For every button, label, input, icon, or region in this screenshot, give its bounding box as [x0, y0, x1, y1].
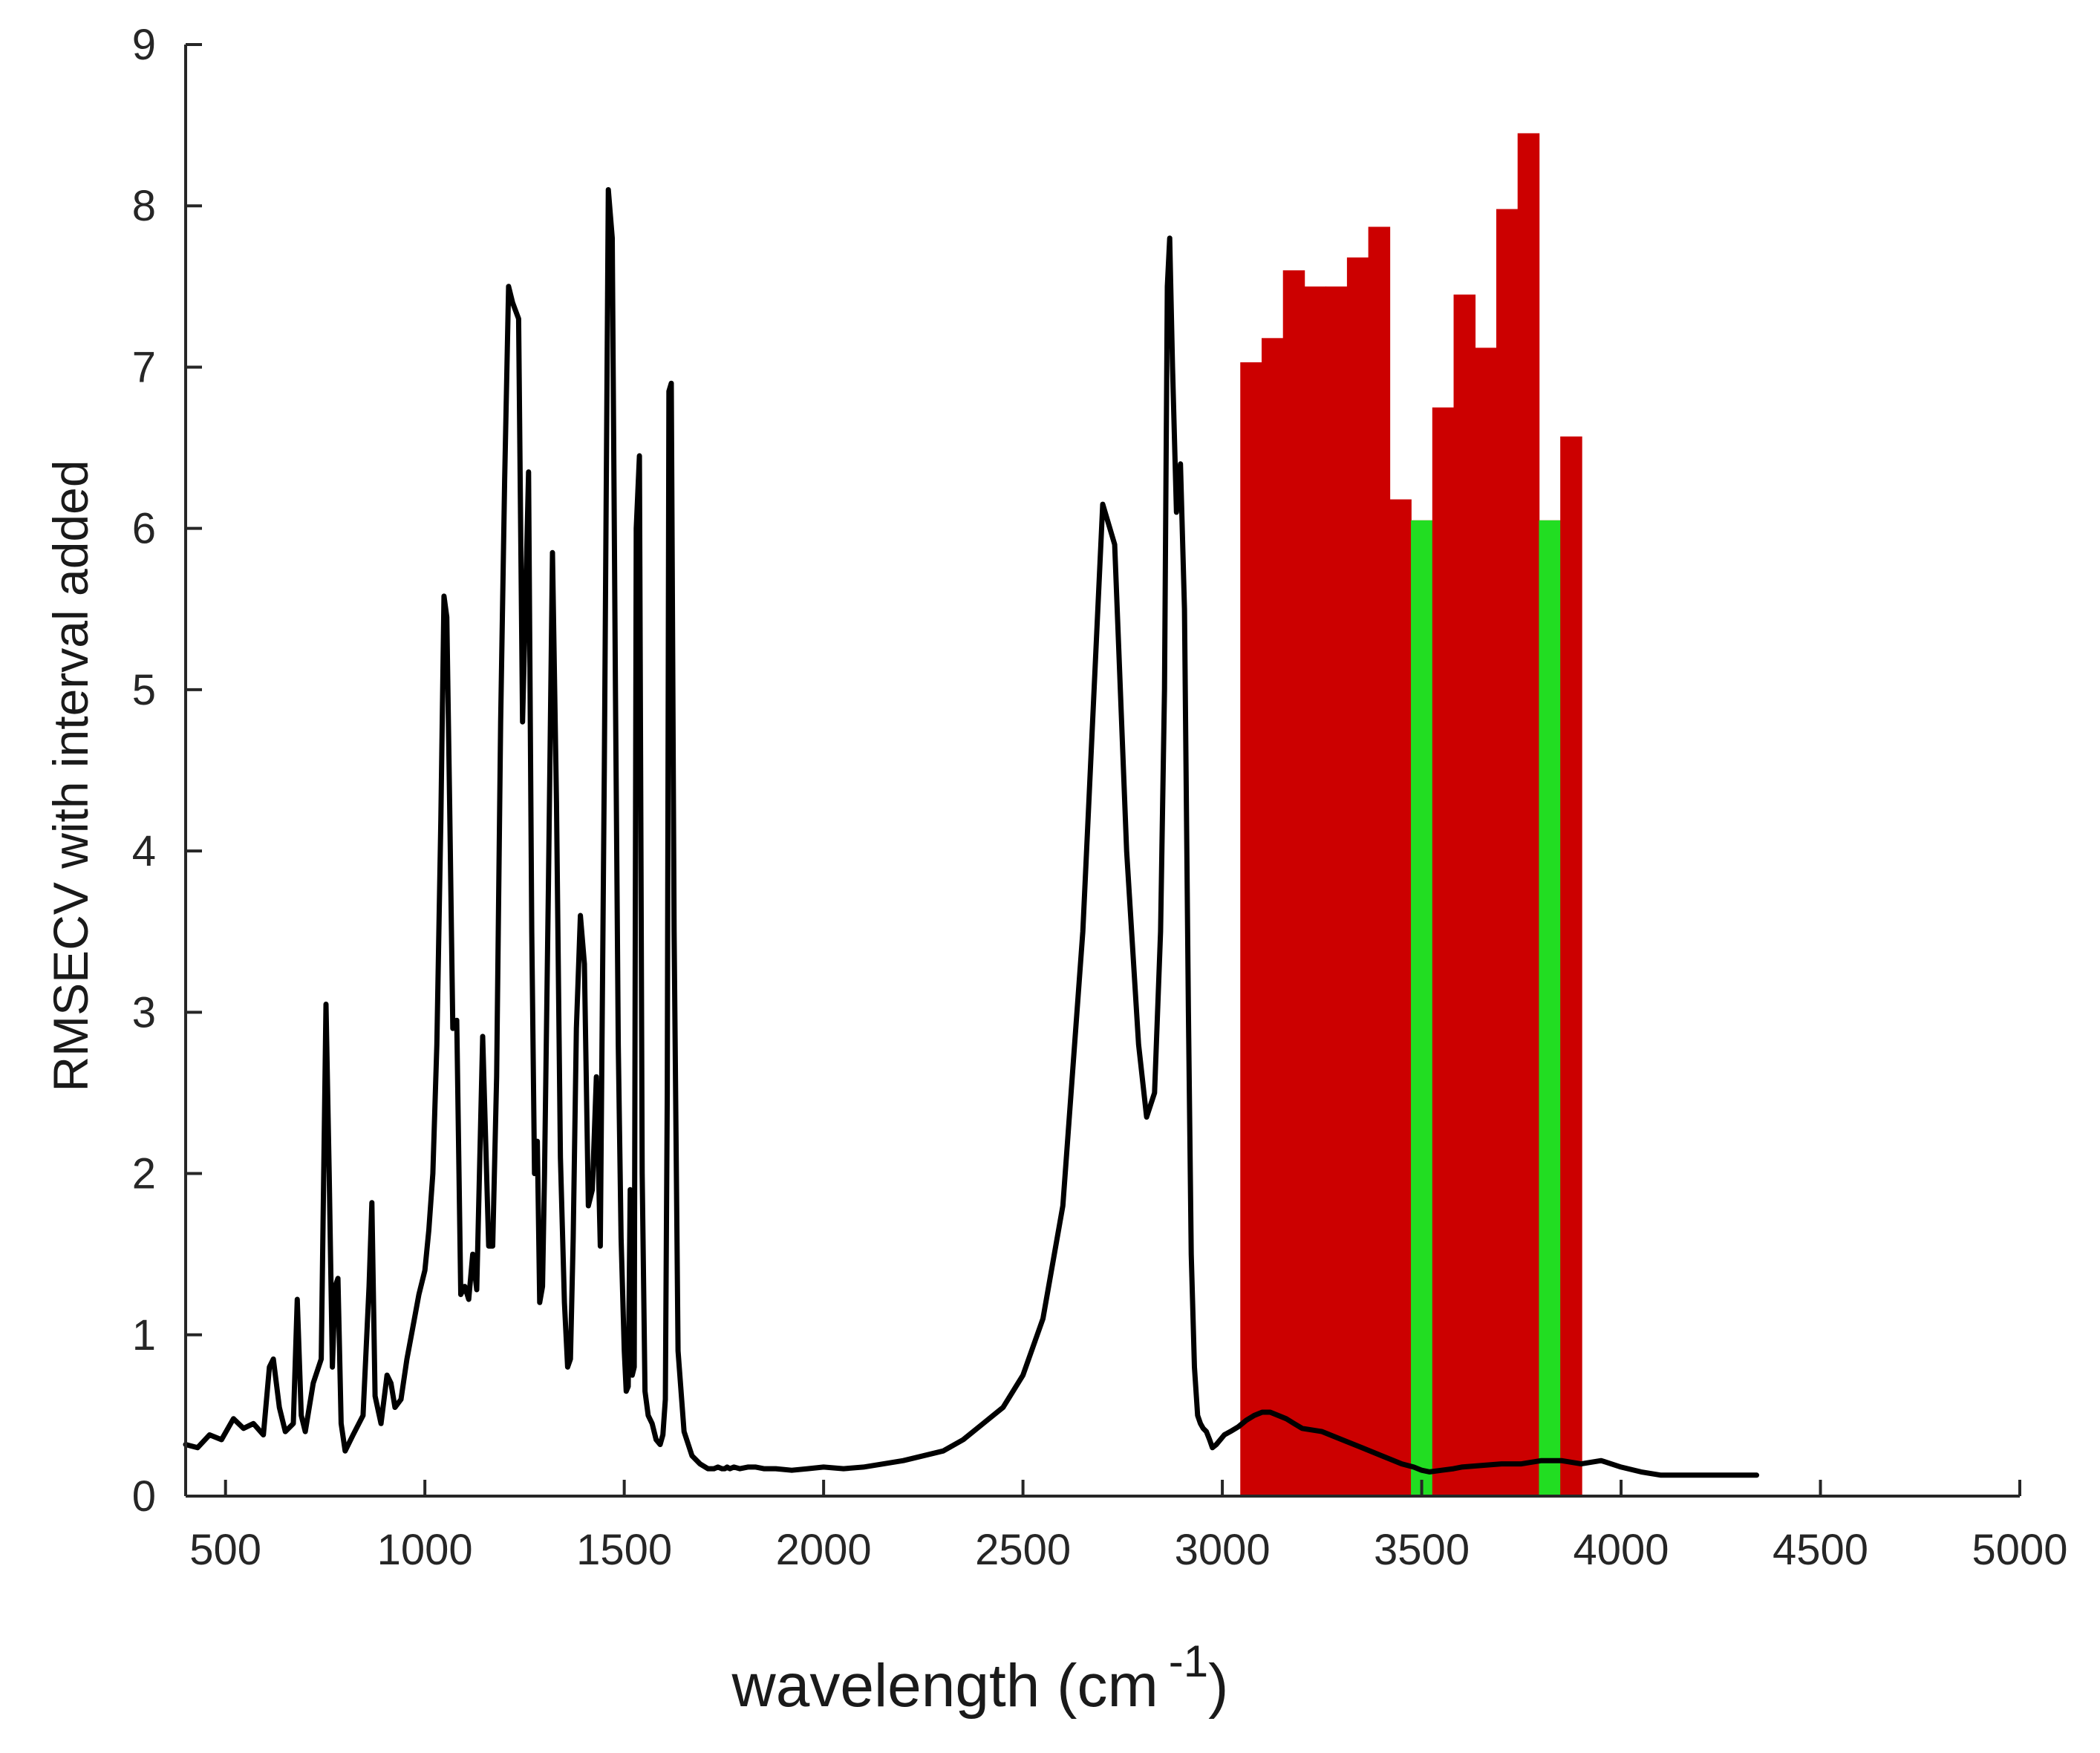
x-tick-label: 4500: [1773, 1526, 1868, 1574]
interval-bar: [1325, 286, 1348, 1496]
selected-interval-bar: [1539, 520, 1561, 1496]
x-ticks: 500 1000 1500 2000 2500 3000 3500 4000 4500 5000: [189, 1480, 2068, 1574]
selected-interval-bar: [1411, 520, 1432, 1496]
interval-bar: [1304, 286, 1326, 1496]
interval-bar: [1368, 226, 1391, 1496]
x-tick-label: 1000: [377, 1526, 473, 1574]
interval-bar: [1475, 347, 1497, 1496]
y-tick-label: 6: [132, 505, 156, 553]
x-tick-label: 2000: [776, 1526, 872, 1574]
spectrum-line: [183, 187, 1760, 1478]
y-tick-label: 3: [132, 988, 156, 1037]
y-tick-label: 8: [132, 182, 156, 230]
interval-bar: [1453, 294, 1476, 1496]
x-tick-label: 1500: [576, 1526, 672, 1574]
y-tick-label: 5: [132, 666, 156, 714]
interval-bar: [1560, 436, 1582, 1496]
x-tick-label: 2500: [975, 1526, 1071, 1574]
interval-bar: [1496, 209, 1519, 1497]
y-tick-label: 2: [132, 1150, 156, 1198]
interval-bar: [1282, 270, 1305, 1497]
axes: [184, 45, 2020, 1498]
x-axis-title-superscript: -1: [1169, 1636, 1208, 1686]
x-tick-label: 3000: [1175, 1526, 1271, 1574]
x-axis-title: wavelength (cm -1): [731, 1636, 1229, 1720]
y-tick-label: 9: [132, 21, 156, 69]
x-tick-label: 500: [189, 1526, 261, 1574]
selected-interval-bars: [1411, 520, 1561, 1496]
y-tick-label: 7: [132, 343, 156, 391]
interval-bar: [1432, 407, 1455, 1496]
x-tick-label: 5000: [1972, 1526, 2067, 1574]
y-ticks: 0 1 2 3 4 5 6 7 8 9: [132, 21, 202, 1521]
interval-bar: [1240, 362, 1262, 1497]
y-tick-label: 1: [132, 1311, 156, 1359]
x-tick-label: 4000: [1574, 1526, 1669, 1574]
y-axis-title: RMSECV with interval added: [43, 460, 98, 1091]
y-tick-label: 4: [132, 827, 156, 875]
interval-bar: [1517, 133, 1540, 1497]
x-axis-title-close: ): [1208, 1652, 1228, 1720]
interval-bars: [1240, 133, 1582, 1497]
x-tick-label: 3500: [1374, 1526, 1470, 1574]
y-tick-label: 0: [132, 1472, 156, 1521]
interval-bar: [1346, 257, 1369, 1496]
interval-bar: [1261, 338, 1284, 1496]
interval-bar: [1389, 499, 1412, 1496]
x-axis-title-main: wavelength (cm: [731, 1652, 1158, 1720]
